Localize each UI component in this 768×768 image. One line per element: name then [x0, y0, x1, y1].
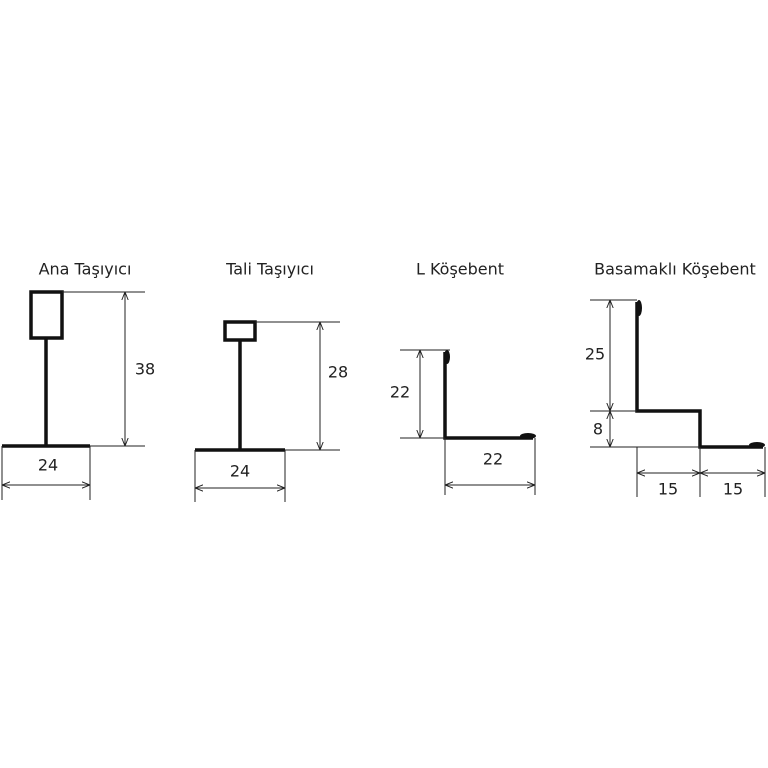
- dimension-label: 22: [483, 450, 503, 469]
- section: [635, 302, 763, 449]
- dimension-label: 8: [593, 420, 603, 439]
- dimension-label: 38: [135, 360, 155, 379]
- profile-title: Basamaklı Köşebent: [594, 260, 756, 279]
- profile-title: Tali Taşıyıcı: [225, 260, 314, 279]
- section: [2, 338, 90, 448]
- dimension-label: 15: [658, 480, 678, 499]
- profile-title: Ana Taşıyıcı: [39, 260, 132, 279]
- hem: [444, 350, 450, 364]
- extension-lines: [1, 291, 145, 500]
- dimension-label: 15: [723, 480, 743, 499]
- bulb: [29, 290, 64, 340]
- hem: [749, 442, 765, 448]
- dimension-label: 22: [390, 383, 410, 402]
- extension-lines: [194, 321, 340, 502]
- dimension-label: 24: [230, 462, 250, 481]
- profile-ana: Ana Taşıyıcı 38 24: [1, 260, 155, 500]
- dimension-label: 24: [38, 456, 58, 475]
- dimension-label: 28: [328, 363, 348, 382]
- profile-tali: Tali Taşıyıcı 28 24: [194, 260, 348, 502]
- hem: [636, 300, 642, 316]
- hem: [520, 433, 536, 439]
- profile-title: L Köşebent: [416, 260, 504, 279]
- bulb: [223, 320, 257, 342]
- profile-basamakli: Basamaklı Köşebent 25 8 15 15: [585, 260, 766, 499]
- extension-lines: [590, 299, 766, 497]
- section: [443, 352, 533, 440]
- section: [195, 340, 285, 452]
- profile-l: L Köşebent 22 22: [390, 260, 536, 495]
- extension-lines: [400, 349, 536, 495]
- dimension-label: 25: [585, 345, 605, 364]
